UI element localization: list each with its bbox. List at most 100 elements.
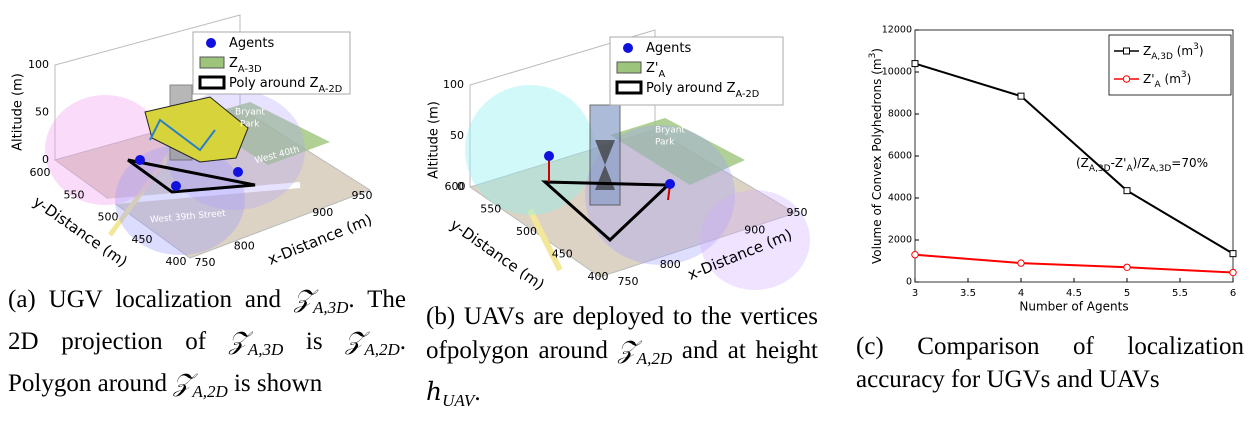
text-part: Poly around Z (646, 81, 736, 96)
x-tick-label: 900 (312, 206, 333, 219)
map-label: Bryant (655, 126, 685, 136)
text-part: (m (1161, 72, 1181, 86)
point (912, 61, 918, 67)
z-tick-label: 50 (35, 106, 49, 119)
text-part: h (426, 377, 442, 406)
y-tick-label: 600 (30, 166, 51, 179)
z-tick-label: 0 (42, 153, 49, 166)
text-part: and at height (672, 337, 818, 364)
text-part: (c) Comparison of localization accuracy … (856, 333, 1244, 393)
z-tick-label: 100 (28, 58, 49, 71)
x-tick-label: 5.5 (1172, 288, 1188, 299)
text-part: A,2D (637, 349, 672, 368)
text-part: is (283, 328, 345, 355)
x-tick-label: 750 (195, 256, 216, 269)
agent (135, 155, 145, 165)
text-part: Z' (1143, 72, 1155, 86)
legend-label: Agents (646, 41, 691, 56)
agent (233, 167, 243, 177)
y-tick-label: 0 (906, 277, 912, 288)
legend-box (1109, 35, 1231, 95)
legend-marker (1123, 76, 1129, 82)
page: 050100400450500550600750800900950Altitud… (0, 0, 1250, 429)
y-tick-label: 400 (166, 255, 187, 268)
y-tick-label: 4000 (888, 193, 912, 204)
text-part: A-3D (238, 64, 262, 75)
text-part: A (658, 69, 665, 80)
axis-label: Altitude (m) (11, 73, 26, 151)
axis-label: Altitude (m) (427, 101, 442, 179)
text-part: A,2D (364, 340, 399, 359)
map-label: Park (240, 120, 260, 130)
y-tick-label: 600 (445, 180, 466, 193)
point (1124, 188, 1130, 194)
text-part: )/Z (1133, 156, 1150, 170)
text-part: ) (1199, 44, 1204, 58)
y-tick-label: 8000 (888, 109, 912, 120)
text-part: 𝒵 (173, 368, 192, 397)
text-part: A-2D (736, 89, 760, 100)
legend-marker (206, 38, 216, 48)
y-tick-label: 500 (98, 211, 119, 224)
text-part: Z' (646, 61, 658, 76)
point (1230, 269, 1236, 275)
map-label: Park (655, 138, 675, 148)
legend-label: Agents (229, 36, 274, 51)
y-axis-label: Volume of Convex Polyhedrons (m3) (868, 48, 884, 264)
x-tick-label: 3 (912, 288, 918, 299)
text-part: (Z (1076, 156, 1089, 170)
text-part: A,3D (1151, 52, 1173, 62)
text-part: A,3D (1150, 164, 1172, 174)
sphere (465, 85, 595, 215)
y-tick-label: 500 (516, 225, 537, 238)
x-tick-label: 800 (234, 239, 255, 252)
z-tick-label: 50 (450, 129, 464, 142)
text-part: Z (229, 56, 238, 71)
point (912, 252, 918, 258)
caption: (a) UGV localization and 𝒵A,3D. The 2D p… (8, 282, 406, 408)
text-part: Poly around Z (229, 76, 319, 91)
legend-marker (623, 43, 633, 53)
legend-marker (617, 62, 641, 73)
text-part: 𝒵 (229, 326, 248, 355)
x-tick-label: 4 (1018, 288, 1024, 299)
panel-a-scene (45, 15, 370, 258)
legend-marker (1124, 48, 1130, 54)
y-tick-label: 12000 (882, 25, 912, 36)
point (1018, 260, 1024, 266)
x-tick-label: 900 (744, 223, 765, 236)
text-part: Volume of Convex Polyhedrons (m (870, 58, 884, 264)
text-part: 𝒵 (294, 284, 313, 313)
text-part: is shown (228, 370, 322, 397)
y-tick-label: 450 (552, 248, 573, 261)
text-part: ) (1187, 72, 1192, 86)
text-part: A,2D (192, 382, 227, 401)
text-part: =70% (1171, 156, 1208, 170)
map-label: Bryant (235, 108, 265, 118)
y-tick-label: 2000 (888, 235, 912, 246)
agent (665, 179, 675, 189)
x-axis-label: Number of Agents (1019, 300, 1128, 314)
text-part: A,3D (313, 298, 348, 317)
z-tick-label: 100 (443, 78, 464, 91)
text-part: 𝒵 (345, 326, 364, 355)
text-part: -Z' (1111, 156, 1127, 170)
legend-marker (200, 57, 224, 68)
text-part: (m (1173, 44, 1193, 58)
point (1124, 264, 1130, 270)
x-tick-label: 4.5 (1066, 288, 1082, 299)
x-tick-label: 5 (1124, 288, 1130, 299)
text-part: 𝒵 (618, 335, 637, 364)
y-tick-label: 550 (480, 203, 501, 216)
y-tick-label: 550 (64, 188, 85, 201)
text-part: (a) UGV localization and (8, 286, 294, 313)
y-tick-label: 400 (588, 270, 609, 283)
agent (171, 181, 181, 191)
y-tick-label: 6000 (888, 151, 912, 162)
y-tick-label: 450 (132, 233, 153, 246)
x-tick-label: 750 (618, 275, 639, 288)
text-part: UAV (442, 391, 474, 410)
point (1230, 251, 1236, 257)
point (1018, 93, 1024, 99)
y-tick-label: 10000 (882, 67, 912, 78)
